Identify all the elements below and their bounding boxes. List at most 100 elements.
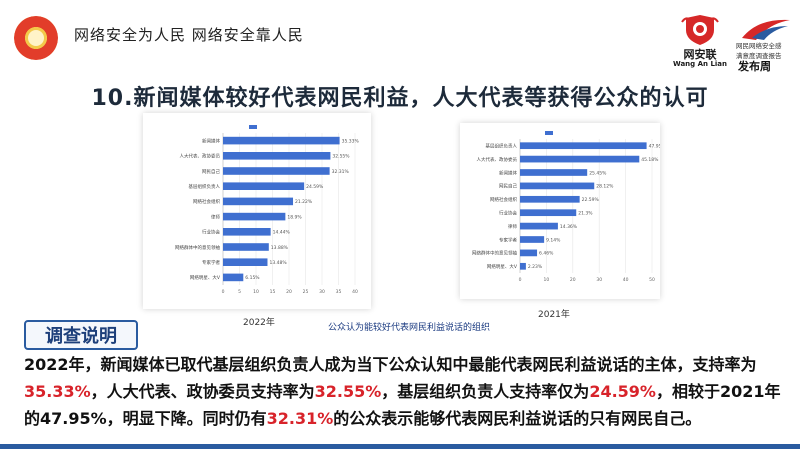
value-label: 13.88% <box>271 245 289 251</box>
value-label: 32.55% <box>332 154 350 160</box>
category-label: 基层组织负责人 <box>189 183 221 190</box>
explain-text-3: ，基层组织负责人支持率仅为 <box>381 382 590 401</box>
bar <box>223 152 331 160</box>
bar <box>223 136 340 145</box>
explain-text-5: 的公众表示能够代表网民利益说话的只有网民自己。 <box>333 409 702 428</box>
x-tick-label: 15 <box>270 289 276 295</box>
value-label: 21.22% <box>295 199 313 205</box>
x-tick-label: 40 <box>623 277 629 283</box>
explain-paragraph: 2022年，新闻媒体已取代基层组织负责人成为当下公众认知中最能代表网民利益说话的… <box>24 351 794 432</box>
value-label: 13.48% <box>269 260 287 266</box>
legend-swatch <box>545 131 553 135</box>
association-logo <box>14 16 58 60</box>
category-label: 新闻媒体 <box>499 169 517 176</box>
slide-title: 10.新闻媒体较好代表网民利益，人大代表等获得公众的认可 <box>91 86 709 111</box>
category-label: 网络社会组织 <box>193 198 220 205</box>
value-label: 35.33% <box>342 138 360 144</box>
x-tick-label: 40 <box>352 289 358 295</box>
bar <box>520 209 577 217</box>
wal-name: 网安联 <box>683 48 717 61</box>
label-box <box>24 320 138 350</box>
value-label: 24.59% <box>306 184 324 190</box>
bar <box>223 273 244 282</box>
report-title-line2: 满意度调查报告 <box>736 52 782 60</box>
x-tick-label: 20 <box>570 277 576 283</box>
value-label: 18.9% <box>287 214 302 220</box>
value-label: 32.31% <box>332 169 350 175</box>
bar <box>223 228 271 236</box>
shield-logo-icon <box>681 15 719 45</box>
x-tick-label: 0 <box>222 289 225 295</box>
report-publish: 发布周 <box>738 60 771 73</box>
bar <box>223 243 269 251</box>
x-tick-label: 35 <box>336 289 342 295</box>
bar <box>520 142 647 150</box>
x-tick-label: 30 <box>596 277 602 283</box>
category-label: 新闻媒体 <box>202 137 220 144</box>
highlight-value: 35.33% <box>24 382 91 401</box>
category-label: 人大代表、政协委员 <box>477 156 518 163</box>
value-label: 22.59% <box>582 197 600 203</box>
chart-2022-frame: 0 5 10 15 20 25 30 35 40 新闻媒体 35.33% 人大代表、政协委员 32.55… <box>143 113 371 309</box>
category-label: 律师 <box>211 213 220 220</box>
bar <box>223 182 305 190</box>
caption-2021: 2021年 <box>538 310 570 320</box>
value-label: 45.18% <box>641 157 659 163</box>
x-tick-label: 0 <box>519 277 522 283</box>
x-tick-label: 10 <box>544 277 550 283</box>
category-label: 人大代表、政协委员 <box>180 153 221 160</box>
x-tick-label: 5 <box>238 289 241 295</box>
highlight-value: 24.59% <box>589 382 656 401</box>
bar <box>520 155 640 163</box>
x-tick-label: 10 <box>253 289 259 295</box>
value-label: 21.3% <box>578 211 593 217</box>
legend-swatch <box>249 125 257 129</box>
bar <box>223 258 268 266</box>
value-label: 2.23% <box>528 264 543 270</box>
highlight-value: 32.31% <box>266 409 334 428</box>
wal-english-name: Wang An Lian <box>672 60 728 68</box>
value-label: 9.14% <box>546 237 561 243</box>
value-label: 14.36% <box>560 224 578 230</box>
bar <box>520 169 588 176</box>
category-label: 网络群体中的意见领袖 <box>175 244 220 251</box>
x-tick-label: 20 <box>286 289 292 295</box>
bar <box>520 222 558 230</box>
chart-2022: 0 5 10 15 20 25 30 35 40 新闻媒体 35.33% 人大代表、政协委员 32.55… <box>175 125 360 295</box>
bar <box>520 236 545 243</box>
bar <box>520 195 580 203</box>
chart-2021: 0 10 20 30 40 50 基层组织负责人 47.95% 人大代表、政协委员 45.18% 新… <box>472 131 666 283</box>
chart-2021-frame: 0 10 20 30 40 50 基层组织负责人 47.95% 人大代表、政协委员 45.18% 新… <box>460 123 666 299</box>
x-tick-label: 30 <box>319 289 325 295</box>
value-label: 6.46% <box>539 251 554 257</box>
x-tick-label: 50 <box>649 277 655 283</box>
category-label: 网民自己 <box>202 168 220 175</box>
category-label: 律师 <box>508 223 517 230</box>
explain-label: 调查说明 <box>45 326 117 347</box>
value-label: 47.95% <box>649 144 660 150</box>
category-label: 基层组织负责人 <box>486 143 518 150</box>
category-label: 网民自己 <box>499 183 517 190</box>
category-label: 专家学者 <box>202 259 220 266</box>
bottom-accent-bar <box>0 444 800 449</box>
chart-caption: 公众认为能较好代表网民利益说话的组织 <box>328 323 491 333</box>
caption-2022: 2022年 <box>243 318 275 328</box>
category-label: 网络社会组织 <box>490 196 517 203</box>
report-wing-logo-icon <box>742 19 790 40</box>
value-label: 28.12% <box>596 184 614 190</box>
value-label: 14.44% <box>273 230 291 236</box>
category-label: 网络明星、大V <box>487 263 518 270</box>
category-label: 行业协会 <box>499 210 517 217</box>
bar <box>520 182 595 190</box>
bar <box>520 262 526 270</box>
bar <box>223 197 294 206</box>
value-label: 6.15% <box>245 275 260 281</box>
category-label: 行业协会 <box>202 229 220 236</box>
category-label: 网络明星、大V <box>190 274 221 281</box>
category-label: 专家学者 <box>499 236 517 243</box>
bar <box>223 167 330 175</box>
explain-text-1: 2022年，新闻媒体已取代基层组织负责人成为当下公众认知中最能代表网民利益说话的… <box>24 355 757 374</box>
slogan: 网络安全为人民 网络安全靠人民 <box>74 26 304 44</box>
highlight-value: 32.55% <box>314 382 382 401</box>
explain-text-2: ，人大代表、政协委员支持率为 <box>90 382 315 401</box>
